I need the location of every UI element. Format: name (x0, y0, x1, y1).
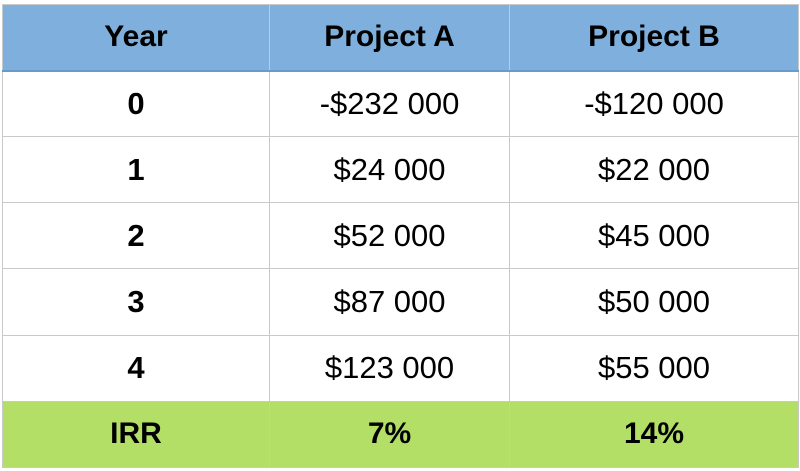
year-cell: 1 (2, 136, 270, 204)
table-row: 4 $123 000 $55 000 (2, 334, 799, 402)
project-a-cash-flow-cell: $87 000 (269, 268, 510, 336)
table-header-row: Year Project A Project B (2, 4, 799, 72)
table-row: 0 -$232 000 -$120 000 (2, 69, 799, 138)
project-b-irr-cell: 14% (509, 400, 799, 469)
irr-comparison-table: Year Project A Project B 0 -$232 000 -$1… (2, 4, 799, 469)
column-header-project-b: Project B (509, 4, 799, 72)
project-a-cash-flow-cell: $24 000 (269, 136, 510, 204)
table-row: 1 $24 000 $22 000 (2, 136, 799, 204)
project-b-cash-flow-cell: $45 000 (509, 202, 799, 270)
project-b-cash-flow-cell: $55 000 (509, 334, 799, 402)
project-a-cash-flow-cell: $123 000 (269, 334, 510, 402)
irr-row: IRR 7% 14% (2, 400, 799, 469)
project-b-cash-flow-cell: -$120 000 (509, 69, 799, 138)
project-a-cash-flow-cell: $52 000 (269, 202, 510, 270)
irr-label-cell: IRR (2, 400, 270, 469)
year-cell: 0 (2, 69, 270, 138)
project-a-irr-cell: 7% (269, 400, 510, 469)
project-b-cash-flow-cell: $22 000 (509, 136, 799, 204)
year-cell: 4 (2, 334, 270, 402)
year-cell: 3 (2, 268, 270, 336)
year-cell: 2 (2, 202, 270, 270)
project-b-cash-flow-cell: $50 000 (509, 268, 799, 336)
column-header-project-a: Project A (269, 4, 510, 72)
column-header-year: Year (2, 4, 270, 72)
project-a-cash-flow-cell: -$232 000 (269, 69, 510, 138)
table-row: 3 $87 000 $50 000 (2, 268, 799, 336)
table-row: 2 $52 000 $45 000 (2, 202, 799, 270)
